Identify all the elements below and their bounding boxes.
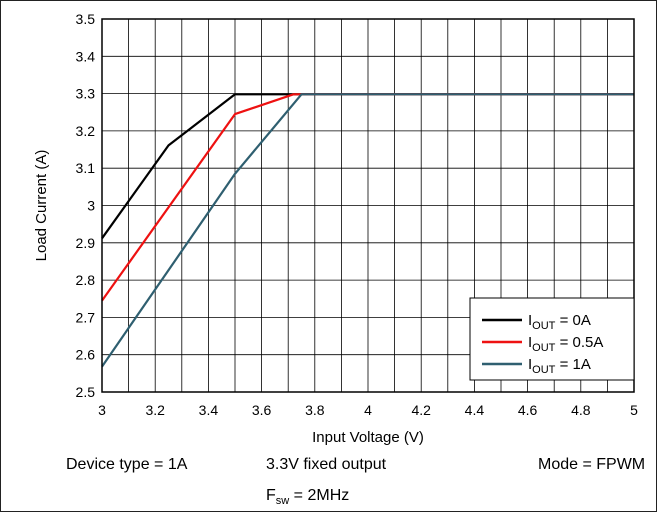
legend-label-1: IOUT = 0.5A [528,334,603,354]
mode-note: Mode = FPWM [538,456,646,473]
legend-label-0: IOUT = 0A [528,312,591,332]
y-tick-label: 2.6 [76,347,96,363]
series-line-2 [101,93,634,368]
x-tick-label: 4.4 [465,402,485,418]
x-tick-label: 4.2 [411,402,431,418]
y-tick-label: 3.3 [76,86,96,102]
y-tick-label: 2.8 [76,272,96,288]
plot-area-border [101,18,635,393]
x-tick-label: 5 [630,402,638,418]
x-tick-label: 4.8 [571,402,591,418]
x-tick-label: 4 [364,402,372,418]
y-tick-label: 2.7 [76,309,96,325]
y-tick-label: 3.1 [76,160,96,176]
y-tick-label: 3.5 [76,11,96,27]
legend-box [469,297,635,381]
y-axis-title: Load Current (A) [33,150,50,262]
y-tick-label: 3.2 [76,123,96,139]
x-tick-label: 3.2 [145,402,165,418]
x-tick-label: 3.8 [305,402,325,418]
x-tick-label: 3 [98,402,106,418]
y-tick-label: 2.9 [76,235,96,251]
fsw-value: = 2MHz [289,487,350,504]
output-note: 3.3V fixed output [266,456,387,473]
x-tick-labels: 3 3.2 3.4 3.6 3.8 4 4.2 4.4 4.6 4.8 5 [98,402,638,418]
y-tick-label: 3.4 [76,48,96,64]
x-tick-label: 4.6 [518,402,538,418]
x-axis-title: Input Voltage (V) [312,429,424,446]
y-tick-label: 3 [87,198,95,214]
legend-label-2: IOUT = 1A [528,356,591,376]
x-tick-label: 3.4 [199,402,219,418]
series-lines [101,93,634,368]
y-tick-labels: 2.5 2.6 2.7 2.8 2.9 3 3.1 3.2 3.3 3.4 3.5 [76,11,96,400]
device-type-note: Device type = 1A [66,456,188,473]
y-tick-label: 2.5 [76,384,96,400]
fsw-subscript: sw [275,495,290,508]
fsw-main: F [266,487,276,504]
switching-frequency-note: Fsw = 2MHz [266,487,349,507]
x-tick-label: 3.6 [252,402,272,418]
